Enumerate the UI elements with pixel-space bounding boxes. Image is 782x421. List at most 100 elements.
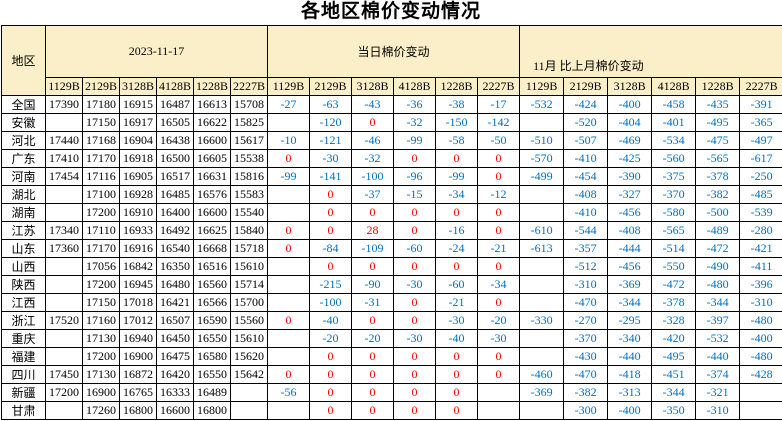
monthly-change-cell: -458 — [651, 95, 697, 114]
monthly-change-cell — [519, 293, 565, 312]
price-cell: 16622 — [193, 113, 231, 132]
monthly-change-cell: -539 — [739, 203, 782, 222]
monthly-change-cell: -391 — [739, 95, 782, 114]
region-cell: 河南 — [1, 167, 46, 186]
table-row: 湖北 17100 16928 16485 16576 15583 0 -37 -15 -34 -12… — [1, 185, 782, 204]
monthly-change-cell: -420 — [651, 329, 697, 348]
monthly-change-cell: -507 — [563, 131, 609, 150]
monthly-change-cell — [739, 383, 782, 402]
table-row: 安徽 17150 16917 16505 16622 15825 -120 0 -32 -150-… — [1, 113, 782, 132]
price-cell: 15583 — [229, 185, 269, 204]
daily-change-cell: 0 — [435, 347, 479, 366]
price-cell: 16350 — [156, 257, 194, 276]
price-cell: 16600 — [193, 203, 231, 222]
monthly-change-cell — [519, 329, 565, 348]
daily-change-cell: -99 — [393, 131, 437, 150]
grade-column-header: 3128B — [351, 77, 395, 96]
monthly-change-cell: -560 — [651, 149, 697, 168]
grade-column-header: 3128B — [607, 77, 653, 96]
table-row: 江西 17150 17018 16421 16566 15700 -100 -31 0 -21 0-… — [1, 293, 782, 312]
price-cell: 16915 — [119, 95, 157, 114]
price-cell: 17110 — [82, 221, 120, 240]
price-cell — [45, 329, 83, 348]
daily-change-cell: -21 — [477, 239, 521, 258]
daily-change-cell: -30 — [393, 275, 437, 294]
monthly-change-cell: -400 — [607, 401, 653, 420]
price-cell: 15642 — [229, 365, 269, 384]
price-cell: 15620 — [229, 347, 269, 366]
daily-change-cell: 28 — [351, 221, 395, 240]
monthly-change-cell: -475 — [695, 131, 741, 150]
daily-change-cell: 0 — [309, 257, 353, 276]
daily-change-cell: -24 — [435, 239, 479, 258]
monthly-change-cell: -344 — [695, 293, 741, 312]
daily-change-cell — [267, 401, 311, 420]
daily-change-cell: -43 — [351, 95, 395, 114]
monthly-change-cell: -344 — [651, 383, 697, 402]
table-row: 江苏 17340 17110 16933 16492 16625 15840 0 0 28 0 -16… — [1, 221, 782, 240]
monthly-change-cell: -497 — [739, 131, 782, 150]
daily-change-cell: -30 — [309, 149, 353, 168]
daily-change-cell: -20 — [309, 329, 353, 348]
monthly-change-cell: -250 — [739, 167, 782, 186]
daily-change-cell — [267, 275, 311, 294]
grade-column-header: 2129B — [309, 77, 353, 96]
monthly-change-cell: -397 — [695, 311, 741, 330]
price-cell: 16550 — [193, 365, 231, 384]
monthly-change-cell: -534 — [651, 131, 697, 150]
daily-change-cell: -99 — [435, 167, 479, 186]
daily-change-cell: -142 — [477, 113, 521, 132]
price-cell — [45, 113, 83, 132]
table-row: 湖南 17200 16910 16400 16600 15540 0 0 0 0 0 -410 -456… — [1, 203, 782, 222]
monthly-change-cell: -378 — [651, 293, 697, 312]
daily-change-cell: 0 — [393, 311, 437, 330]
grade-column-header: 4128B — [651, 77, 697, 96]
daily-change-cell: -32 — [351, 149, 395, 168]
monthly-change-cell: -396 — [739, 275, 782, 294]
grade-column-header: 2129B — [563, 77, 609, 96]
price-cell: 15617 — [229, 131, 269, 150]
price-cell: 16333 — [156, 383, 194, 402]
daily-change-cell: 0 — [393, 347, 437, 366]
table-row: 新疆 17200 16900 16765 16333 16489 -56 0 0 0 0 -369 -3… — [1, 383, 782, 402]
monthly-change-cell: -520 — [563, 113, 609, 132]
region-cell: 广东 — [1, 149, 46, 168]
price-cell: 16505 — [156, 113, 194, 132]
monthly-change-cell: -378 — [695, 167, 741, 186]
table-row: 重庆 17130 16940 16450 16550 15610 -20 -20 -30 -40-… — [1, 329, 782, 348]
price-cell: 16625 — [193, 221, 231, 240]
price-cell: 17410 — [45, 149, 83, 168]
table-row: 浙江 17520 17160 17012 16507 16590 15560 0 -40 0 0 -3… — [1, 311, 782, 330]
daily-change-cell: -40 — [435, 329, 479, 348]
price-cell: 16600 — [156, 401, 194, 420]
daily-change-cell: 0 — [393, 383, 437, 402]
price-cell: 16916 — [119, 239, 157, 258]
price-cell — [45, 347, 83, 366]
monthly-change-cell: -454 — [563, 167, 609, 186]
daily-change-cell: -30 — [393, 329, 437, 348]
monthly-change-cell: -500 — [695, 203, 741, 222]
daily-change-cell: -20 — [351, 329, 395, 348]
price-cell: 15816 — [229, 167, 269, 186]
daily-change-cell: -17 — [477, 95, 521, 114]
daily-change-cell: 0 — [351, 365, 395, 384]
price-cell: 17056 — [82, 257, 120, 276]
price-cell: 16917 — [119, 113, 157, 132]
grade-column-header: 2227B — [739, 77, 782, 96]
monthly-change-cell: -617 — [739, 149, 782, 168]
monthly-change-cell: -344 — [607, 293, 653, 312]
grade-column-header: 4128B — [393, 77, 437, 96]
monthly-change-cell: -401 — [651, 113, 697, 132]
monthly-change-cell: -472 — [695, 239, 741, 258]
daily-change-cell: 0 — [309, 401, 353, 420]
monthly-change-cell: -330 — [519, 311, 565, 330]
daily-change-cell: 0 — [393, 401, 437, 420]
daily-change-cell: 0 — [435, 383, 479, 402]
price-cell: 17100 — [82, 185, 120, 204]
monthly-change-cell: -435 — [695, 95, 741, 114]
price-cell: 17150 — [82, 113, 120, 132]
price-cell: 16900 — [119, 347, 157, 366]
price-cell: 17454 — [45, 167, 83, 186]
daily-change-cell — [267, 257, 311, 276]
monthly-change-cell: -489 — [695, 221, 741, 240]
